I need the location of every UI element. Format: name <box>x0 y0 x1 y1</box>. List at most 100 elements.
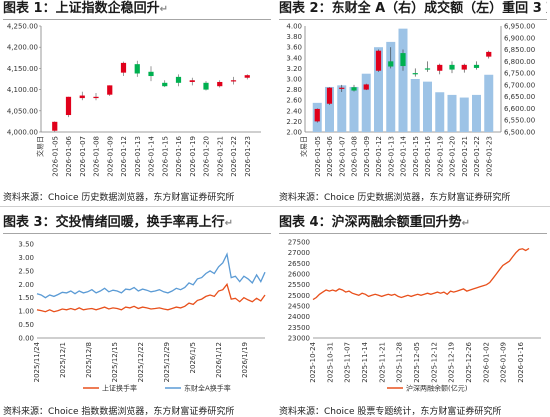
volume-bar <box>447 94 457 132</box>
candle-body <box>175 76 182 83</box>
x-tick-label: 2026-01-06 <box>326 135 334 176</box>
y-tick-label: 4,150.00 <box>7 65 38 73</box>
x-tick-label: 2025/12/15 <box>111 342 119 382</box>
volume-bar <box>325 86 334 132</box>
x-axis-name: 交易日 <box>299 136 308 157</box>
y-tick-label: 26000 <box>288 271 310 279</box>
y-tick-label-right: 6,650.00 <box>504 93 535 101</box>
y-tick-label: 4,250.00 <box>7 23 38 31</box>
chart-title-3: 图表 3：交投情绪回暖，换手率再上行↵ <box>3 214 271 234</box>
candle-body <box>449 64 455 70</box>
legend-label: 东财全A换手率 <box>184 384 231 393</box>
x-tick-label: 2025-12-12 <box>430 342 438 383</box>
y-tick-label-left: 4.00 <box>286 23 302 31</box>
volume-bar <box>459 97 469 132</box>
chart-panel-1: 图表 1：上证指数企稳回升↵ 4,000.00 4,050.00 4,100.00 4… <box>3 0 271 208</box>
y-tick-label-right: 6,850.00 <box>504 46 535 54</box>
x-tick-label: 2026/1/19 <box>241 342 249 378</box>
x-tick-label: 2026-01-05 <box>51 136 59 177</box>
y-tick-label-right: 6,600.00 <box>504 105 535 113</box>
candle-body <box>65 96 72 116</box>
y-tick-label: 4,000.00 <box>7 129 38 137</box>
x-tick-label: 2026-01-19 <box>189 136 197 177</box>
y-tick-label: 25000 <box>288 292 310 300</box>
legend-label: 沪深两融余额(亿元) <box>406 384 468 393</box>
x-tick-label: 2025/12/22 <box>137 342 145 382</box>
y-tick-label: 23500 <box>288 324 310 332</box>
x-tick-label: 2026-01-15 <box>412 136 420 177</box>
x-tick-label: 2026-01-15 <box>161 136 169 177</box>
y-tick-label: 0.00 <box>18 335 34 343</box>
x-tick-label: 2025-11-14 <box>361 341 369 382</box>
y-tick-label-left: 2.20 <box>286 118 302 126</box>
chart-source-3: 资料来源：Choice 指数数据浏览器，东方财富证券研究所 <box>3 407 235 417</box>
candle-body <box>314 108 320 122</box>
y-tick-label: 24500 <box>288 303 310 311</box>
legend-label: 上证换手率 <box>102 384 137 393</box>
candle-body <box>351 87 357 91</box>
y-tick-label: 4,100.00 <box>7 86 38 94</box>
y-tick-label-right: 6,950.00 <box>504 23 535 31</box>
y-tick-label: 2.00 <box>18 281 34 289</box>
series-line-1 <box>36 252 266 299</box>
candle-body <box>162 82 168 87</box>
candle-body <box>203 82 209 90</box>
y-tick-label-right: 6,800.00 <box>504 58 535 66</box>
y-tick-label: 25500 <box>288 281 310 289</box>
x-tick-label: 2025-11-07 <box>344 342 352 383</box>
x-tick-label: 2025-10-31 <box>326 342 334 383</box>
candle-body <box>461 64 467 70</box>
x-tick-label: 2025-10-24 <box>309 341 317 382</box>
volume-bar <box>361 73 371 132</box>
y-tick-label: 3.00 <box>18 254 34 262</box>
candle-body <box>93 96 99 99</box>
x-tick-label: 2026-01-09 <box>363 136 371 177</box>
chart-title-text-3: 交投情绪回暖，换手率再上行 <box>55 215 225 230</box>
volume-bar <box>349 86 359 132</box>
chart-source-1: 资料来源：Choice 历史数据浏览器，东方财富证券研究所 <box>3 193 235 203</box>
y-tick-label: 2.50 <box>18 267 34 275</box>
y-tick-label: 3.50 <box>18 241 34 249</box>
x-tick-label: 2026-01-07 <box>338 136 346 177</box>
chart-title-2: 图表 2：东财全 A（右）成交额（左）重回 3 万亿↵ <box>279 0 547 20</box>
chart-panel-4: 图表 4：沪深两融余额重回升势↵ 23000 23500 24000 24500 250… <box>279 214 547 417</box>
volume-bar <box>484 74 494 132</box>
candle-body <box>412 73 418 75</box>
series-line-0 <box>36 282 266 313</box>
y-tick-label: 24000 <box>288 313 310 321</box>
y-tick-label: 1.00 <box>18 308 34 316</box>
y-tick-label: 27000 <box>288 249 310 257</box>
x-tick-label: 2026-01-12 <box>375 136 383 177</box>
y-tick-label: 23000 <box>288 335 310 343</box>
volume-bar <box>337 85 347 132</box>
candle-body <box>339 87 345 89</box>
chart-title-4: 图表 4：沪深两融余额重回升势↵ <box>279 214 547 234</box>
x-tick-label: 2026/1/5 <box>189 342 197 373</box>
x-tick-label: 2025/11/24 <box>33 341 41 382</box>
section-divider <box>0 206 550 207</box>
chart-source-2: 资料来源：Choice 历史数据浏览器，东方财富证券研究所 <box>279 193 511 203</box>
x-tick-label: 2025-12-05 <box>413 342 421 383</box>
y-tick-label-left: 2.60 <box>286 97 302 105</box>
x-tick-label: 2026-01-16 <box>517 341 525 382</box>
x-tick-label: 2026-01-12 <box>120 136 128 177</box>
candle-body <box>244 75 250 78</box>
x-tick-label: 2026-01-05 <box>314 136 322 177</box>
chart-label-4: 图表 4： <box>279 215 332 230</box>
candle-body <box>134 64 140 74</box>
x-tick-label: 2026-01-22 <box>230 136 238 177</box>
y-tick-label-right: 6,750.00 <box>504 70 535 78</box>
candle-body <box>375 50 382 71</box>
x-tick-label: 2025-12-26 <box>465 341 473 382</box>
x-tick-label: 2026-01-08 <box>93 136 101 177</box>
candle-body <box>388 61 394 67</box>
y-tick-label: 1.50 <box>18 294 34 302</box>
y-tick-label: 27500 <box>288 239 310 247</box>
chart-panel-2: 图表 2：东财全 A（右）成交额（左）重回 3 万亿↵ 2.00 2.20 2.40… <box>279 0 547 208</box>
x-tick-label: 2026-01-21 <box>216 136 224 177</box>
y-tick-label: 4,200.00 <box>7 44 38 52</box>
x-tick-label: 2026-01-22 <box>473 136 481 177</box>
y-tick-label: 26500 <box>288 260 310 268</box>
volume-bar <box>423 81 432 132</box>
x-axis-name: 交易日 <box>35 136 44 157</box>
